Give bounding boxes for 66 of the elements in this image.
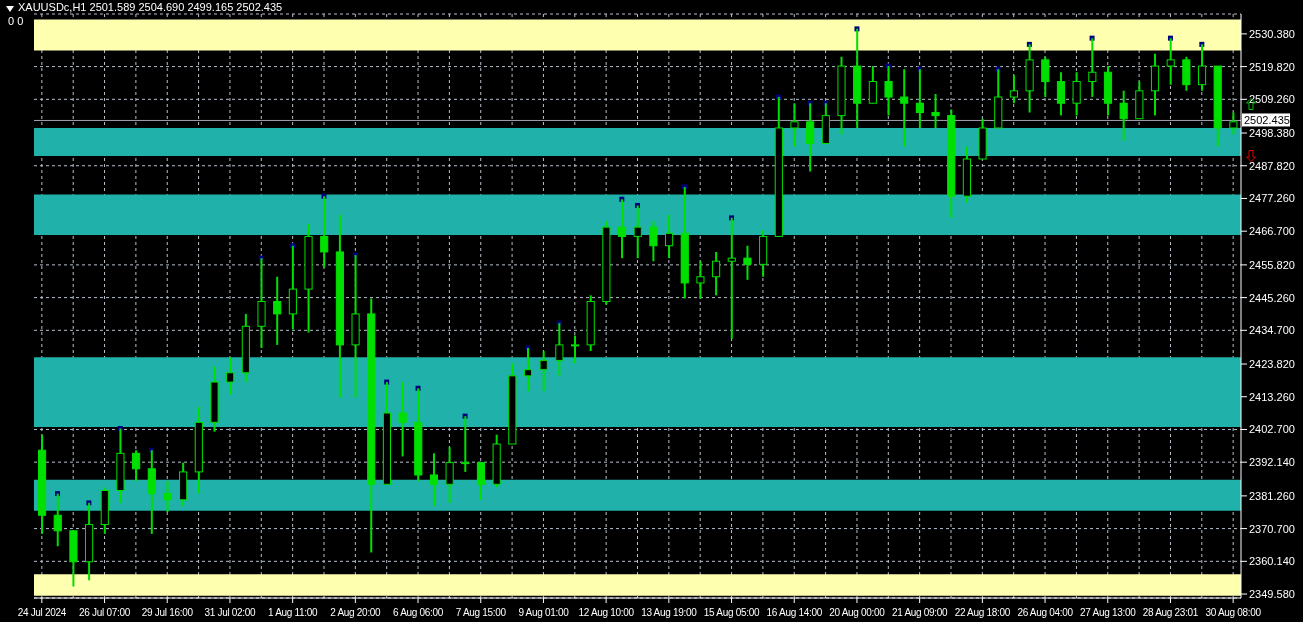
- y-tick-label: 2381.260: [1249, 489, 1295, 502]
- x-tick-label: 27 Aug 13:00: [1080, 607, 1137, 618]
- candlestick: [398, 381, 407, 458]
- candlestick: [1072, 71, 1081, 117]
- y-tick-label: 2434.700: [1249, 324, 1295, 337]
- candlestick: [445, 446, 454, 504]
- y-tick-label: 2477.260: [1249, 192, 1295, 205]
- y-tick-label: 2360.140: [1249, 555, 1295, 568]
- y-tick-label: 2509.260: [1249, 93, 1295, 106]
- candlestick: [539, 350, 548, 393]
- candlestick: [1119, 89, 1128, 142]
- candlestick: [712, 250, 721, 297]
- candlestick: [476, 461, 486, 501]
- x-tick-label: 31 Jul 02:00: [204, 607, 257, 618]
- y-tick-label: 2423.820: [1249, 357, 1295, 370]
- candlestick: [1009, 74, 1019, 105]
- candlestick: [868, 65, 877, 105]
- x-tick-label: 1 Aug 11:00: [267, 607, 319, 618]
- y-tick-label: 2370.700: [1249, 522, 1295, 535]
- candlestick: [1041, 55, 1050, 99]
- y-tick-label: 2498.380: [1249, 126, 1295, 139]
- candlestick: [931, 92, 940, 130]
- x-tick-label: 24 Jul 2024: [17, 607, 67, 618]
- candlestick: [163, 480, 172, 514]
- x-tick-label: 26 Aug 04:00: [1017, 607, 1074, 618]
- candlestick: [132, 449, 141, 483]
- x-tick-label: 30 Aug 08:00: [1205, 607, 1262, 618]
- candlestick: [696, 260, 705, 300]
- ref-line-label: 2502.435: [1244, 114, 1290, 127]
- candlestick: [790, 102, 799, 148]
- candlestick: [1056, 71, 1066, 117]
- x-tick-label: 15 Aug 05:00: [703, 607, 760, 618]
- x-tick-label: 12 Aug 10:00: [578, 607, 635, 618]
- candlestick: [743, 244, 752, 281]
- candlestick: [1229, 111, 1238, 136]
- x-tick-label: 7 Aug 15:00: [455, 607, 507, 618]
- candlestick: [226, 356, 235, 396]
- x-tick-label: 16 Aug 14:00: [766, 607, 823, 618]
- chart-subtitle: 0 0: [8, 15, 24, 27]
- candlestick: [570, 334, 580, 365]
- x-tick-label: 6 Aug 06:00: [393, 607, 444, 618]
- y-tick-label: 2466.700: [1249, 225, 1295, 238]
- x-tick-label: 13 Aug 19:00: [641, 607, 698, 618]
- y-tick-label: 2349.580: [1249, 587, 1295, 600]
- candlestick: [273, 275, 282, 346]
- x-tick-label: 26 Jul 07:00: [79, 607, 131, 618]
- y-tick-label: 2519.820: [1249, 60, 1295, 73]
- candlestick: [649, 219, 658, 263]
- x-tick-label: 22 Aug 18:00: [954, 607, 1011, 618]
- chart-title: XAUUSDc,H1 2501.589 2504.690 2499.165 2502.435: [18, 1, 283, 13]
- x-tick-label: 29 Jul 16:00: [141, 607, 194, 618]
- x-tick-label: 9 Aug 01:00: [518, 607, 570, 618]
- y-tick-label: 2487.820: [1249, 159, 1295, 172]
- y-tick-label: 2392.140: [1249, 456, 1295, 469]
- x-tick-label: 21 Aug 09:00: [891, 607, 949, 618]
- y-tick-label: 2413.260: [1249, 390, 1295, 403]
- x-tick-label: 2 Aug 20:00: [330, 607, 382, 618]
- x-tick-label: 28 Aug 23:01: [1142, 607, 1199, 618]
- y-tick-label: 2455.820: [1249, 258, 1295, 271]
- y-tick-label: 2445.260: [1249, 291, 1295, 304]
- y-tick-label: 2530.380: [1249, 27, 1295, 40]
- candlestick: [900, 68, 909, 148]
- y-tick-label: 2402.700: [1249, 423, 1295, 436]
- x-tick-label: 20 Aug 00:00: [829, 607, 886, 618]
- candlestick: [665, 213, 674, 260]
- candlestick: [429, 452, 439, 507]
